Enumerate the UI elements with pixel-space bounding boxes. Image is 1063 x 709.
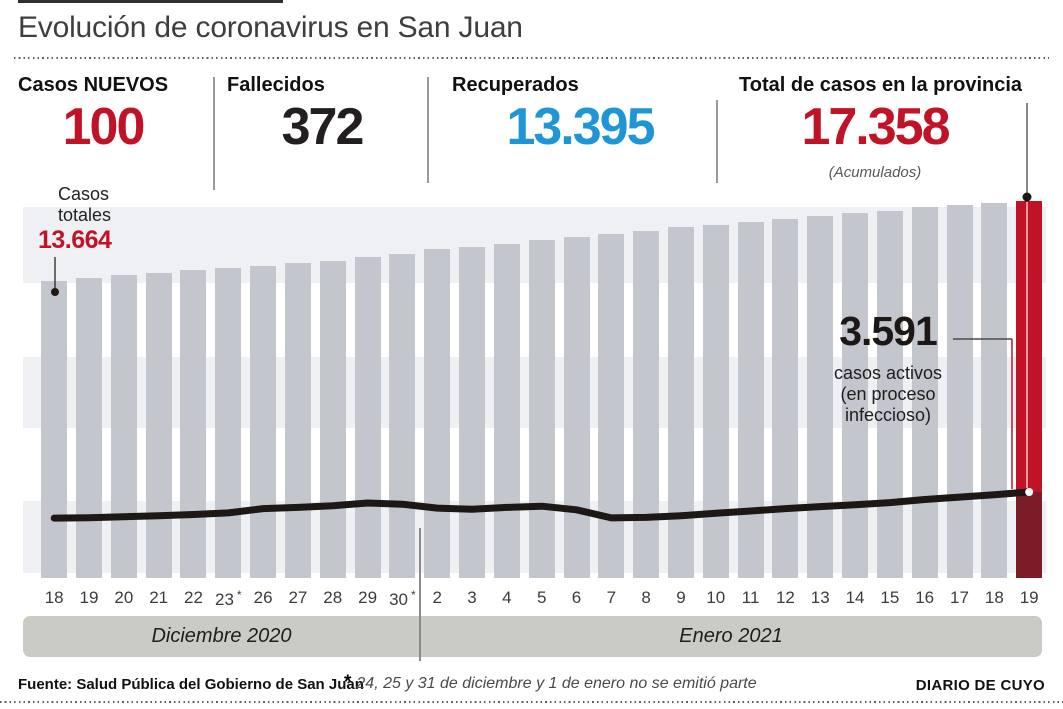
x-tick: 23 * [215, 588, 242, 609]
bar [250, 265, 277, 578]
x-tick: 13 [810, 588, 830, 607]
bottom-divider [0, 701, 1063, 703]
x-tick: 8 [641, 588, 651, 607]
stat-label-casos-nuevos: Casos NUEVOS [18, 74, 169, 96]
x-tick: 28 [323, 588, 343, 607]
x-tick: 17 [950, 588, 969, 607]
top-rule [18, 0, 283, 3]
bar [145, 272, 172, 578]
x-tick: 12 [775, 588, 795, 607]
x-tick: 19 [1019, 588, 1039, 607]
bar [215, 268, 242, 578]
stat-label-total: Total de casos en la provincia [739, 74, 1023, 96]
bar [41, 280, 68, 578]
stat-divider [716, 100, 718, 183]
bar [737, 222, 764, 578]
x-tick: 18 [984, 588, 1004, 607]
x-tick: 6 [571, 588, 582, 607]
bar [598, 233, 625, 578]
x-tick: 20 [114, 588, 134, 607]
tick-asterisk: * [236, 588, 242, 602]
bar [667, 227, 694, 578]
x-tick: 5 [536, 588, 547, 607]
bar [180, 269, 207, 578]
x-tick: 4 [502, 588, 512, 607]
title-divider [14, 57, 1049, 59]
active-cases-value: 3.591 [839, 308, 938, 354]
bar [702, 224, 729, 578]
bar [459, 247, 486, 578]
x-tick: 30 * [389, 588, 416, 609]
bar [1016, 200, 1043, 492]
x-tick: 29 [358, 588, 378, 607]
x-tick: 21 [149, 588, 169, 607]
bar [1016, 492, 1043, 578]
bar [319, 260, 346, 578]
x-tick: 27 [288, 588, 308, 607]
bar [981, 202, 1008, 578]
first-bar-annotation-value: 13.664 [38, 226, 112, 254]
x-tick: 18 [44, 588, 64, 607]
stat-label-recuperados: Recuperados [452, 74, 579, 96]
bar [389, 253, 416, 578]
stat-sub-acumulados: (Acumulados) [828, 164, 922, 181]
bar [284, 263, 311, 578]
x-tick: 3 [467, 588, 477, 607]
x-tick: 2 [432, 588, 442, 607]
x-tick: 15 [880, 588, 900, 607]
x-tick: 16 [915, 588, 935, 607]
tick-asterisk: * [411, 588, 416, 602]
source-text: Fuente: Salud Pública del Gobierno de Sa… [18, 676, 364, 693]
stat-divider [427, 77, 429, 183]
bar [424, 248, 451, 578]
first-bar-annotation-label: Casos totales [58, 184, 112, 225]
x-tick: 9 [676, 588, 686, 607]
bar [563, 237, 590, 578]
active-cases-label: casos activos (en proceso infeccioso) [833, 363, 943, 425]
bar [772, 218, 799, 578]
period-band [23, 616, 1042, 657]
period-label-january: Enero 2021 [679, 625, 783, 647]
bar [354, 257, 381, 578]
stat-value-total: 17.358 [801, 98, 950, 156]
bar [110, 274, 137, 578]
stat-divider [213, 77, 215, 190]
bar [528, 239, 555, 578]
x-tick: 7 [606, 588, 617, 607]
period-label-december: Diciembre 2020 [151, 625, 292, 647]
x-tick: 14 [845, 588, 865, 607]
bar [633, 231, 660, 578]
page-title: Evolución de coronavirus en San Juan [18, 11, 523, 44]
x-tick: 26 [253, 588, 273, 607]
footnote: * 24, 25 y 31 de diciembre y 1 de enero n… [344, 672, 757, 693]
month-separator-line [419, 528, 421, 661]
x-tick: 10 [706, 588, 726, 607]
x-tick: 22 [184, 588, 203, 607]
x-tick: 19 [79, 588, 99, 607]
x-tick: 11 [741, 588, 760, 607]
stat-value-casos-nuevos: 100 [62, 98, 146, 156]
asterisk-mark: * [344, 672, 352, 693]
bar [76, 277, 103, 578]
stat-label-fallecidos: Fallecidos [227, 74, 325, 96]
bar [493, 243, 520, 578]
credit-text: DIARIO DE CUYO [915, 677, 1045, 694]
stat-value-recuperados: 13.395 [506, 98, 655, 156]
stat-value-fallecidos: 372 [281, 98, 365, 156]
